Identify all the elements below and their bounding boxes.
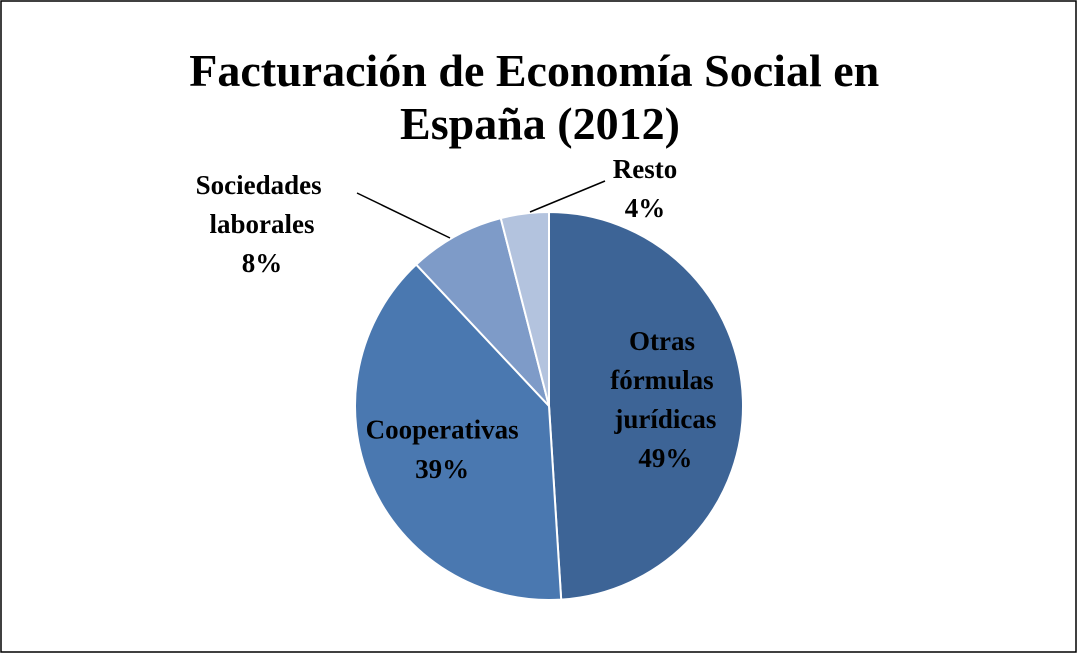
chart-title-line: Facturación de Economía Social en [189,45,890,96]
slice-label-line: fórmulas [610,365,720,395]
slice-label-line: Cooperativas [366,415,519,445]
slice-value-label: 8% [242,248,283,278]
pie-slice [414,216,550,407]
slice-label: Otras fórmulas jurídicas [610,326,720,434]
chart-title: Facturación de Economía Social en España… [189,45,890,149]
slice-label-line: jurídicas [613,404,716,434]
pie-slice [499,210,550,407]
slice-label: Resto [613,154,677,184]
pie-slice [548,210,744,601]
slice-label: Cooperativas [366,415,519,445]
slice-value-label: 39% [415,454,469,484]
slice-value-label: 4% [625,193,666,223]
slice-label-line: Otras [629,326,702,356]
slice-label: Sociedades laborales [196,170,329,239]
leader-line [356,192,451,239]
slice-label-line: laborales [210,209,315,239]
slice-label-line: Resto [613,154,677,184]
chart-title-line: España (2012) [400,98,680,149]
slice-value-label: 49% [638,443,692,473]
slice-label-line: Sociedades [196,170,329,200]
leader-line [529,180,606,213]
pie-slice [354,263,563,601]
